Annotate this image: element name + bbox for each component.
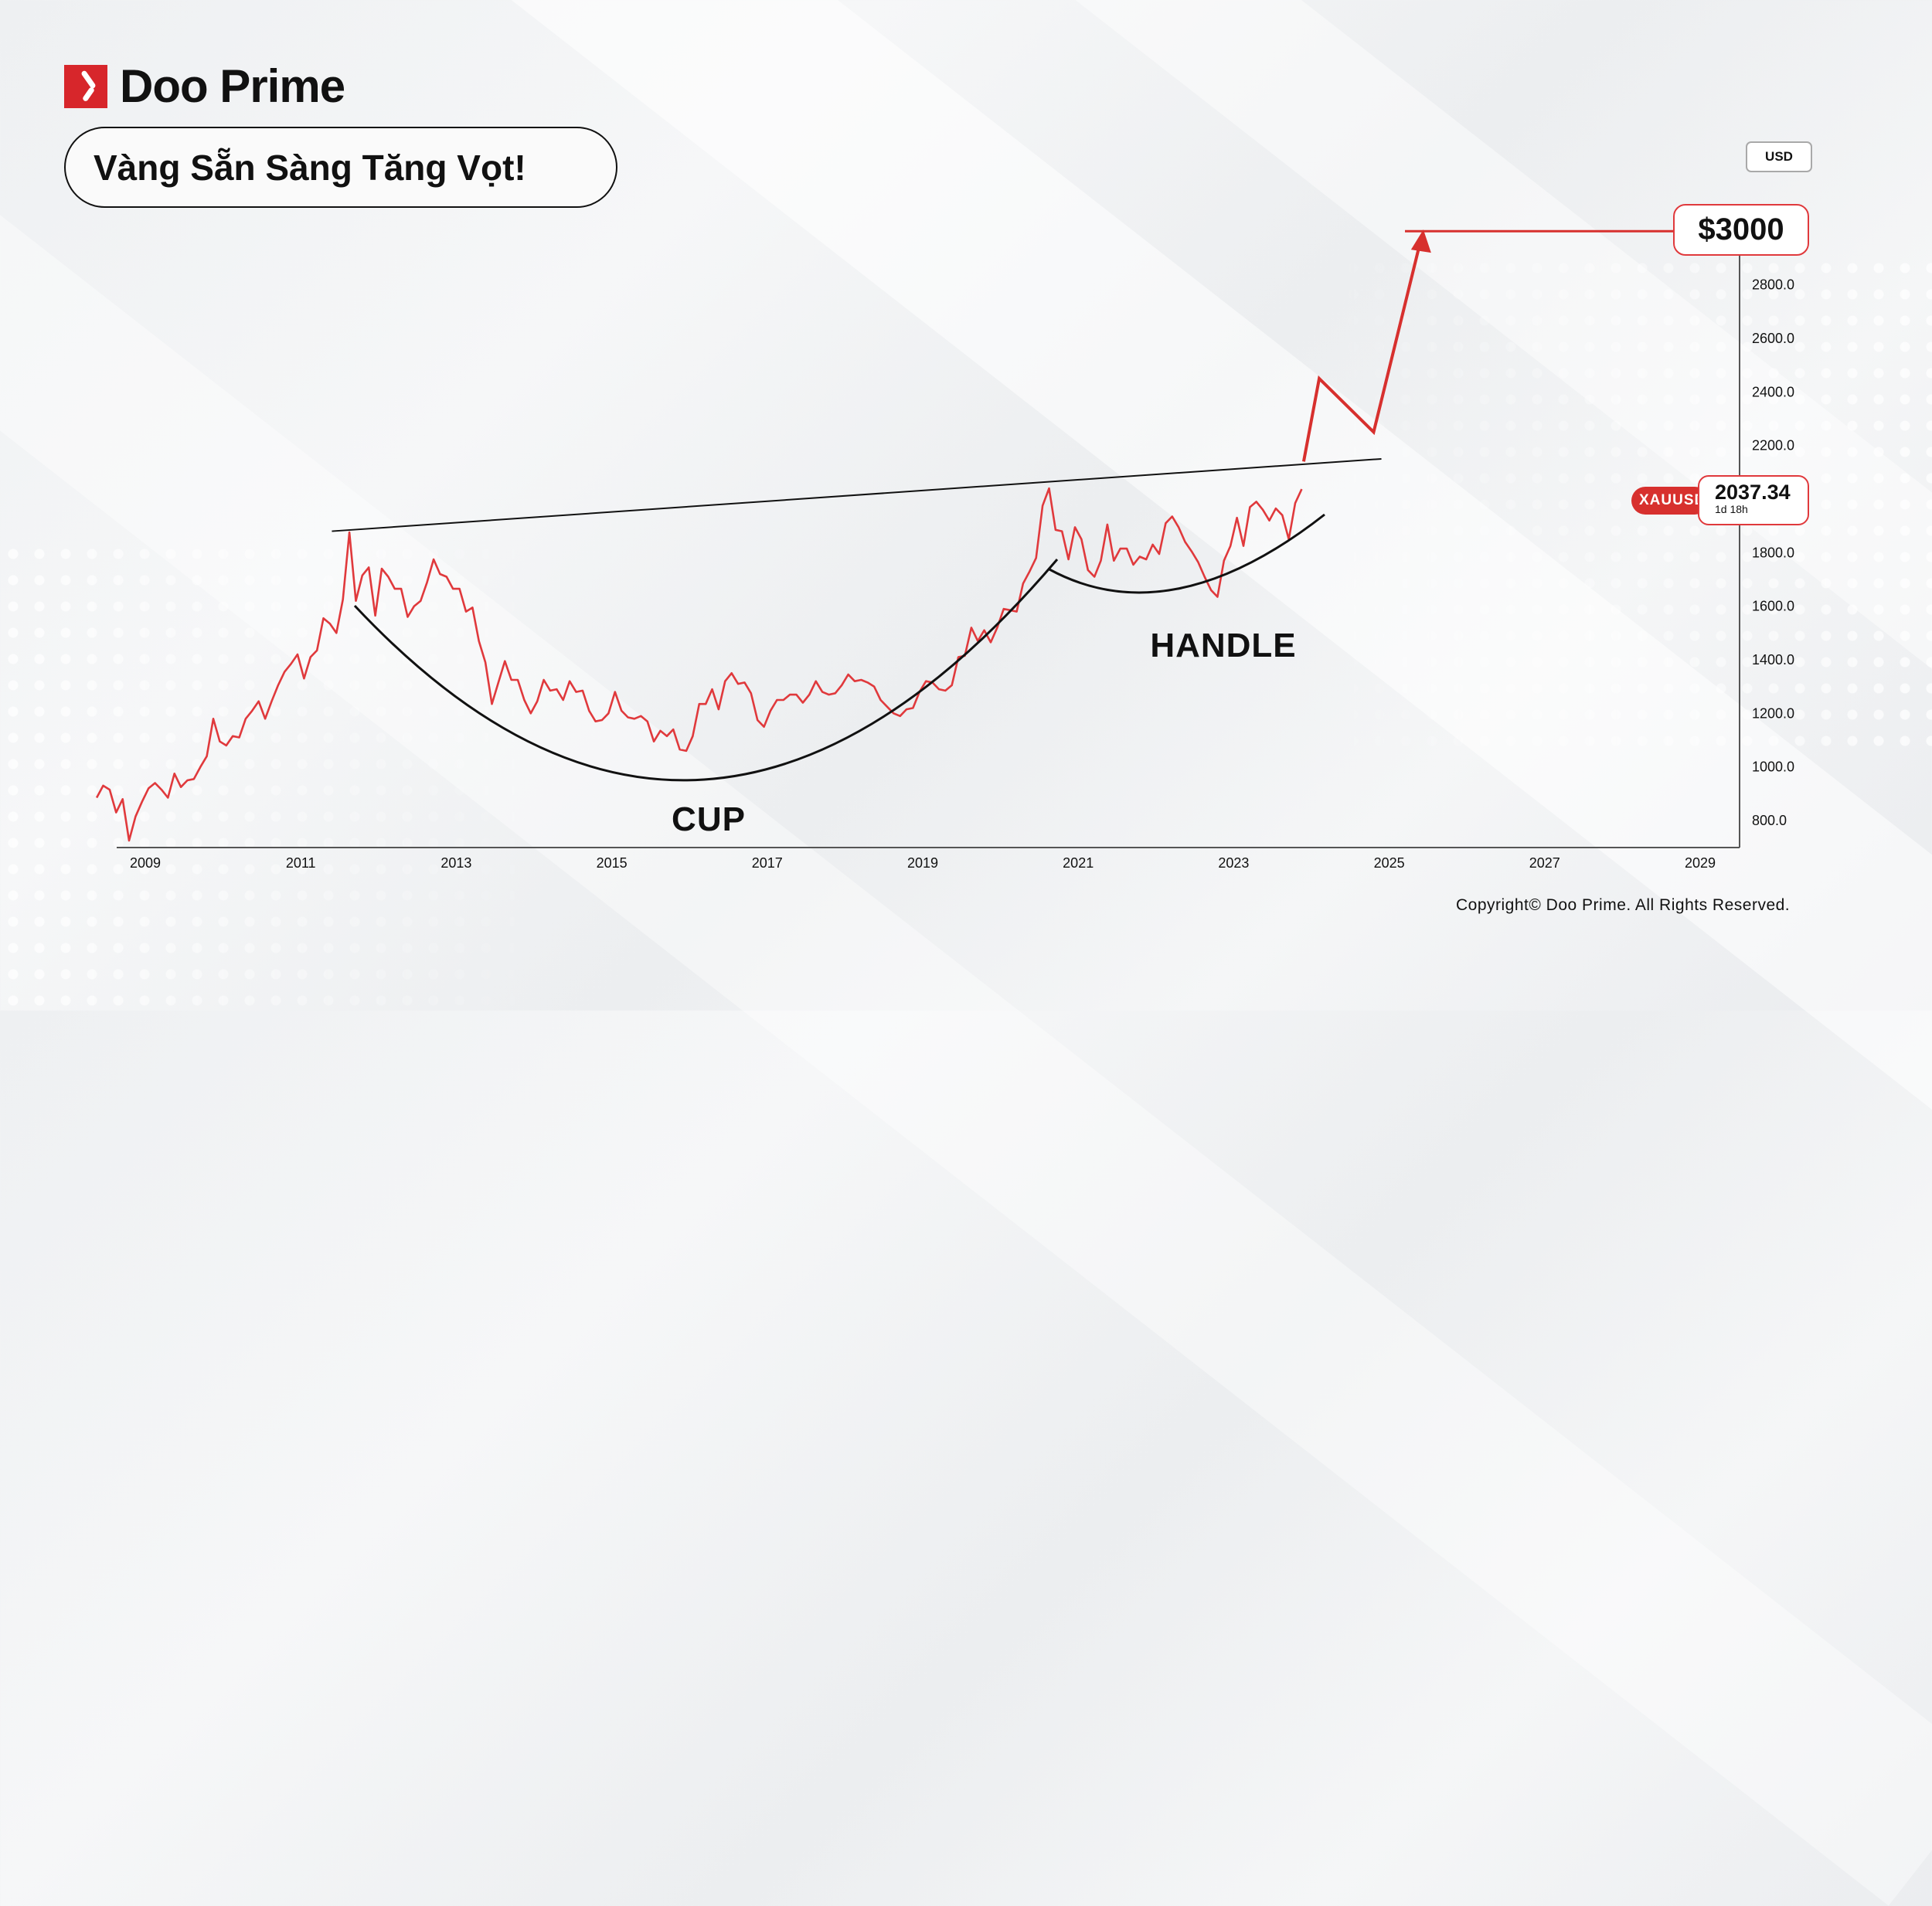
logo-mark-icon	[64, 65, 107, 108]
y-tick-label: 1400.0	[1752, 652, 1794, 668]
x-tick-label: 2025	[1374, 855, 1405, 871]
y-tick-label: 2600.0	[1752, 331, 1794, 346]
x-tick-label: 2015	[597, 855, 628, 871]
y-tick-label: 1200.0	[1752, 705, 1794, 721]
x-tick-label: 2009	[130, 855, 161, 871]
projection-arrowhead	[1410, 229, 1431, 253]
current-price-box: 2037.34 1d 18h	[1698, 475, 1809, 525]
y-tick-label: 2400.0	[1752, 384, 1794, 399]
logo-text: Doo Prime	[120, 60, 345, 112]
x-tick-label: 2021	[1063, 855, 1094, 871]
handle-label: HANDLE	[1150, 627, 1296, 664]
current-price: 2037.34	[1715, 481, 1791, 504]
y-tick-label: 800.0	[1752, 813, 1787, 828]
x-tick-label: 2013	[440, 855, 471, 871]
y-tick-label: 1800.0	[1752, 545, 1794, 560]
cup-arc	[353, 559, 1059, 782]
resistance-trendline	[332, 457, 1382, 532]
projection-arrow-line	[1301, 241, 1422, 462]
price-series-line	[95, 487, 1303, 842]
copyright-text: Copyright© Doo Prime. All Rights Reserve…	[1456, 896, 1791, 914]
doo-prime-logo: Doo Prime	[64, 60, 345, 112]
x-tick-label: 2017	[752, 855, 783, 871]
price-chart: 800.0 1000.0 1200.0 1400.0 1600.0 1800.0 2200.…	[95, 229, 1794, 871]
y-tick-label: 2200.0	[1752, 438, 1794, 454]
currency-button[interactable]: USD	[1746, 141, 1812, 172]
handle-arc	[1049, 513, 1325, 594]
headline: Vàng Sẵn Sàng Tăng Vọt!	[94, 147, 526, 188]
y-tick-label: 2800.0	[1752, 277, 1794, 293]
y-tick-label: 1000.0	[1752, 759, 1794, 775]
x-tick-label: 2023	[1218, 855, 1249, 871]
target-price-badge: $3000	[1673, 204, 1809, 256]
y-tick-label: 1600.0	[1752, 599, 1794, 614]
cup-label: CUP	[672, 800, 746, 838]
x-tick-label: 2019	[907, 855, 938, 871]
x-tick-label: 2011	[286, 855, 316, 871]
headline-pill: Vàng Sẵn Sàng Tăng Vọt!	[64, 127, 617, 208]
bar-countdown: 1d 18h	[1715, 503, 1748, 515]
x-tick-label: 2029	[1685, 855, 1716, 871]
symbol-tag: XAUUSD	[1631, 487, 1709, 515]
x-tick-label: 2027	[1529, 855, 1560, 871]
